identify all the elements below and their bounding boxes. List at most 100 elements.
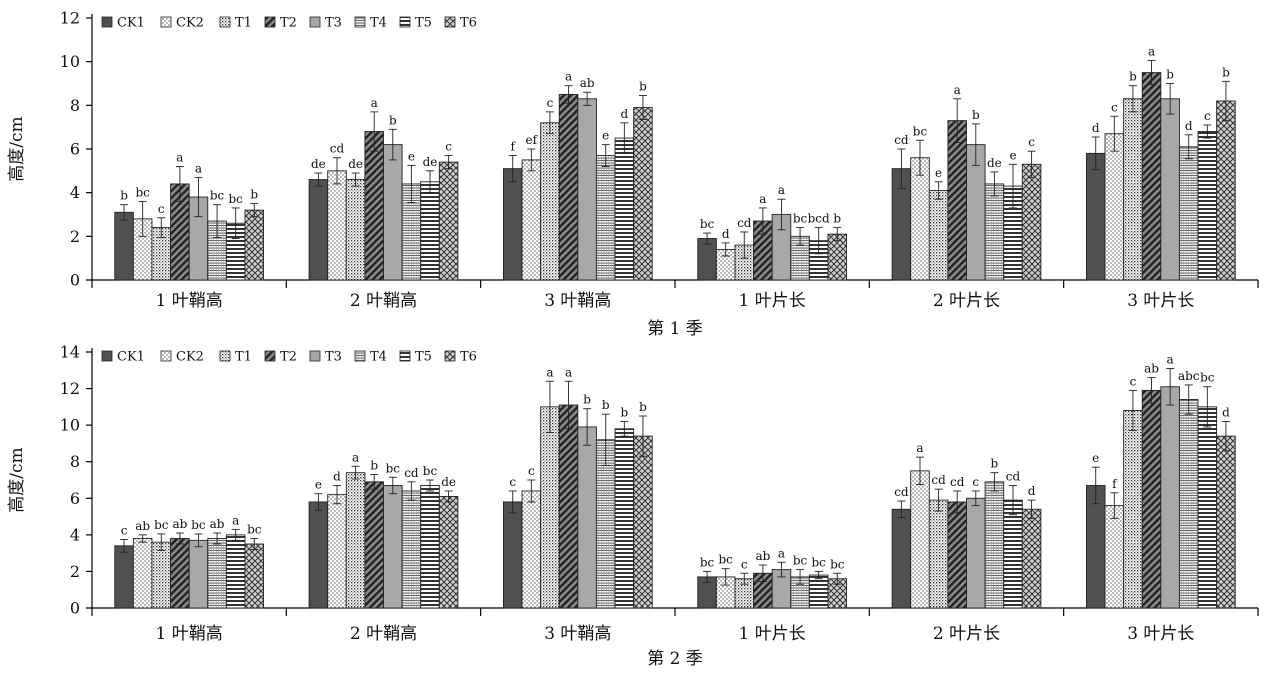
legend-swatch-t1 <box>219 16 231 28</box>
legend-label-t5: T5 <box>415 16 432 31</box>
significance-label: ab <box>1144 362 1159 376</box>
legend-label-t6: T6 <box>460 350 477 365</box>
significance-label: de <box>987 156 1002 170</box>
bar-t2-cat-1 <box>364 131 384 281</box>
significance-label: de <box>441 475 456 489</box>
bar-t2-cat-0 <box>170 538 190 609</box>
significance-label: d <box>1222 405 1230 419</box>
legend-label-t2: T2 <box>280 350 297 365</box>
significance-label: bc <box>811 555 826 569</box>
y-tick-label: 2 <box>70 227 80 246</box>
legend-label-t6: T6 <box>460 16 477 31</box>
bar-ck1-cat-5 <box>1085 152 1106 281</box>
y-tick-label: 8 <box>70 96 80 115</box>
legend-label-t1: T1 <box>235 16 252 31</box>
significance-label: b <box>1129 70 1137 84</box>
significance-label: c <box>547 96 554 110</box>
bar-t5-cat-0 <box>225 534 246 609</box>
significance-label: ab <box>755 549 770 563</box>
bar-t1-cat-0 <box>151 541 172 609</box>
chart-panel-season-2: 0 2 4 6 8 10 12 14 高度/cm 1 叶鞘高 2 叶鞘高 3 叶鞘高 1 叶片长 2 叶片… <box>7 343 1259 669</box>
significance-label: ab <box>135 519 150 533</box>
significance-label: e <box>935 166 942 180</box>
bar-t5-cat-1 <box>420 485 440 609</box>
bar-t4-cat-5 <box>1178 146 1199 281</box>
significance-label: bcd <box>808 212 830 226</box>
significance-label: cd <box>894 133 909 147</box>
significance-label: d <box>1028 484 1036 498</box>
category-label: 1 叶鞘高 <box>156 291 223 311</box>
significance-label: a <box>195 161 202 175</box>
significance-label: bc <box>386 461 401 475</box>
y-tick-label: 12 <box>60 9 80 28</box>
significance-label: bc <box>700 555 715 569</box>
significance-label: ab <box>210 517 225 531</box>
bar-t3-cat-1 <box>383 144 403 281</box>
legend-label-ck1: CK1 <box>117 16 145 31</box>
significance-label: de <box>423 155 438 169</box>
significance-label: b <box>583 393 591 407</box>
significance-label: bc <box>793 554 808 568</box>
legend-swatch-t5 <box>399 16 411 28</box>
bar-ck2-cat-1 <box>327 494 347 609</box>
bar-t6-cat-0 <box>244 209 265 281</box>
significance-label: b <box>991 457 999 471</box>
bar-t5-cat-5 <box>1197 131 1218 281</box>
bar-t6-cat-0 <box>244 543 265 609</box>
significance-label: c <box>1111 100 1118 114</box>
significance-label: cd <box>894 485 909 499</box>
significance-label: a <box>1148 45 1155 59</box>
bar-ck2-cat-5 <box>1104 505 1125 609</box>
significance-label: a <box>546 365 553 379</box>
significance-label: bc <box>718 553 733 567</box>
significance-label: a <box>1167 352 1174 366</box>
bar-t3-cat-0 <box>188 539 209 609</box>
category-label: 3 叶片长 <box>1127 624 1194 644</box>
significance-label: a <box>565 365 572 379</box>
y-tick-label: 4 <box>70 183 80 202</box>
bar-t2-cat-1 <box>364 481 384 609</box>
bar-t3-cat-5 <box>1160 98 1180 281</box>
significance-label: c <box>121 523 128 537</box>
bar-ck2-cat-0 <box>132 538 153 609</box>
significance-label: b <box>639 80 647 94</box>
legend-swatch-ck2 <box>160 16 172 28</box>
bar-t2-cat-4 <box>947 501 967 609</box>
legend: CK1 CK2 T1 T2 T3 T4 T5 T6 <box>101 350 477 365</box>
bar-t2-cat-5 <box>1141 72 1162 281</box>
significance-label: cd <box>1006 469 1021 483</box>
y-tick-label: 10 <box>60 52 80 71</box>
bar-ck2-cat-2 <box>521 159 542 281</box>
significance-label: d <box>620 107 628 121</box>
category-label: 2 叶鞘高 <box>350 291 417 311</box>
bar-t3-cat-4 <box>966 497 986 609</box>
bar-t2-cat-2 <box>558 404 579 609</box>
bar-t4-cat-5 <box>1178 399 1199 609</box>
category-label: 1 叶鞘高 <box>156 624 223 644</box>
y-tick-label: 0 <box>70 271 80 290</box>
chart-panel-season-1: 0 2 4 6 8 10 12 高度/cm 1 叶鞘高 2 叶鞘高 3 叶鞘高 1 叶片长 2 叶片长 3… <box>7 9 1259 339</box>
significance-label: c <box>158 202 165 216</box>
bar-ck1-cat-1 <box>308 501 329 609</box>
bar-t6-cat-2 <box>633 435 653 609</box>
bar-t5-cat-2 <box>614 428 635 609</box>
significance-label: a <box>954 83 961 97</box>
bar-ck1-cat-2 <box>502 501 523 609</box>
significance-label: a <box>565 70 572 84</box>
bar-t6-cat-5 <box>1216 435 1236 609</box>
legend-label-ck2: CK2 <box>176 16 204 31</box>
significance-label: ef <box>526 133 539 147</box>
significance-label: d <box>1185 119 1193 133</box>
significance-label: bc <box>793 212 808 226</box>
significance-label: a <box>916 441 923 455</box>
category-label: 1 叶片长 <box>739 291 806 311</box>
significance-label: b <box>639 400 647 414</box>
significance-label: bc <box>1200 371 1215 385</box>
legend-swatch-t4 <box>354 16 366 28</box>
significance-label: b <box>389 113 397 127</box>
category-label: 3 叶片长 <box>1127 291 1194 311</box>
bar-t5-cat-1 <box>420 181 440 281</box>
significance-label: bc <box>700 217 715 231</box>
bar-t3-cat-5 <box>1160 386 1180 609</box>
